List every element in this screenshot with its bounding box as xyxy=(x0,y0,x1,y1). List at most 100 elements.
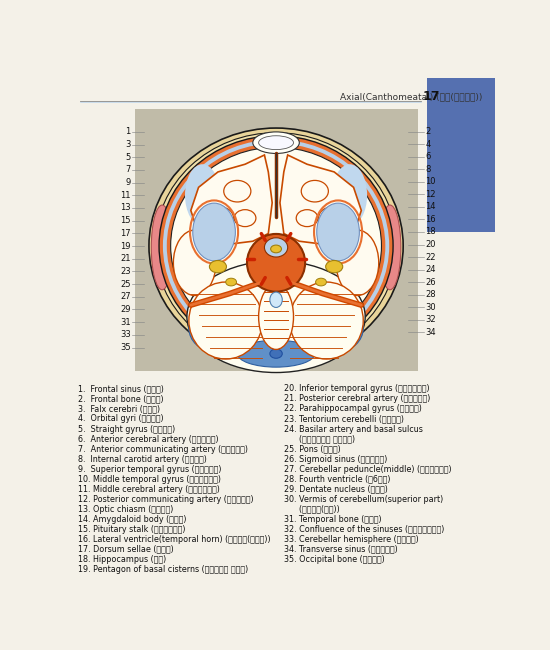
Ellipse shape xyxy=(270,292,282,307)
Text: 16: 16 xyxy=(425,215,436,224)
Text: 17: 17 xyxy=(120,229,131,238)
Text: 21: 21 xyxy=(120,254,131,263)
Text: 25: 25 xyxy=(120,280,131,289)
Ellipse shape xyxy=(336,230,379,296)
Text: 31: 31 xyxy=(120,318,131,327)
Text: 4: 4 xyxy=(425,140,431,149)
Text: 32: 32 xyxy=(425,315,436,324)
Polygon shape xyxy=(191,155,272,245)
Text: 18: 18 xyxy=(425,227,436,237)
Text: 13. Optic chiasm (시삭교차): 13. Optic chiasm (시삭교차) xyxy=(78,504,173,514)
Text: 29. Dentate nucleus (치아핵): 29. Dentate nucleus (치아핵) xyxy=(284,484,388,493)
Text: 27. Cerebellar peduncle(middle) (중간소뇌다리): 27. Cerebellar peduncle(middle) (중간소뇌다리) xyxy=(284,465,452,474)
Text: 6.  Anterior cerebral artery (앞대뇌동맥): 6. Anterior cerebral artery (앞대뇌동맥) xyxy=(78,434,219,443)
Ellipse shape xyxy=(318,207,342,229)
Ellipse shape xyxy=(151,205,173,290)
Text: 35. Occipital bone (뒤통수뉴): 35. Occipital bone (뒤통수뉴) xyxy=(284,554,385,564)
Text: 15: 15 xyxy=(120,216,131,225)
Ellipse shape xyxy=(210,207,233,229)
Ellipse shape xyxy=(247,234,305,292)
Text: 25. Pons (다리뇌): 25. Pons (다리뇌) xyxy=(284,445,341,454)
Ellipse shape xyxy=(173,230,216,296)
Text: 3: 3 xyxy=(125,140,131,149)
Text: 33: 33 xyxy=(120,330,131,339)
Text: 20: 20 xyxy=(425,240,436,249)
Ellipse shape xyxy=(224,181,251,202)
Text: 2: 2 xyxy=(425,127,431,136)
Text: 2.  Frontal bone (이마뉴): 2. Frontal bone (이마뉴) xyxy=(78,395,164,404)
Text: 24. Basilar artery and basal sulcus: 24. Basilar artery and basal sulcus xyxy=(284,424,423,434)
Text: 21. Posterior cerebral artery (뒤대뇌동맥): 21. Posterior cerebral artery (뒤대뇌동맥) xyxy=(284,395,431,404)
Ellipse shape xyxy=(313,305,363,352)
Text: 11. Middle cerebral artery (중간대뇌동맥): 11. Middle cerebral artery (중간대뇌동맥) xyxy=(78,484,220,493)
Ellipse shape xyxy=(317,203,359,261)
Ellipse shape xyxy=(253,132,299,153)
Ellipse shape xyxy=(210,261,227,273)
Text: 9: 9 xyxy=(125,178,131,187)
Text: 29: 29 xyxy=(120,305,131,314)
Text: 5: 5 xyxy=(125,153,131,162)
Ellipse shape xyxy=(163,140,389,352)
Text: 8.  Internal carotid artery (속목동맥): 8. Internal carotid artery (속목동맥) xyxy=(78,454,207,463)
Ellipse shape xyxy=(296,210,318,227)
Text: 31. Temporal bone (관자뉴): 31. Temporal bone (관자뉴) xyxy=(284,515,382,524)
Ellipse shape xyxy=(192,203,235,261)
Text: 28. Fourth ventricle (젔6뇌실): 28. Fourth ventricle (젔6뇌실) xyxy=(284,474,390,484)
Text: 7: 7 xyxy=(125,166,131,174)
Text: 22. Parahippocampal gyrus (해마이랑): 22. Parahippocampal gyrus (해마이랑) xyxy=(284,404,422,413)
Text: 19. Pentagon of basal cisterns (기저수조의 오각형): 19. Pentagon of basal cisterns (기저수조의 오각… xyxy=(78,565,248,574)
Ellipse shape xyxy=(159,136,393,356)
Ellipse shape xyxy=(270,349,282,358)
Ellipse shape xyxy=(258,136,294,150)
Ellipse shape xyxy=(332,164,367,226)
Text: 34. Transverse sinus (가로정맥굴): 34. Transverse sinus (가로정맥굴) xyxy=(284,545,398,554)
FancyBboxPatch shape xyxy=(427,78,495,232)
Text: 28: 28 xyxy=(425,290,436,299)
Text: 1: 1 xyxy=(125,127,131,136)
Ellipse shape xyxy=(290,282,363,359)
Text: 23: 23 xyxy=(120,267,131,276)
Ellipse shape xyxy=(326,261,343,273)
Text: 10: 10 xyxy=(425,177,436,187)
Text: 9.  Superior temporal gyrus (위관자이랑): 9. Superior temporal gyrus (위관자이랑) xyxy=(78,465,222,474)
Text: Axial(Canthomeatal) (축성(눈구석귀)): Axial(Canthomeatal) (축성(눈구석귀)) xyxy=(340,92,482,101)
Ellipse shape xyxy=(189,305,239,352)
Text: 17. Dorsum sellae (안장등): 17. Dorsum sellae (안장등) xyxy=(78,545,174,554)
Ellipse shape xyxy=(258,284,294,350)
Ellipse shape xyxy=(226,278,236,286)
Ellipse shape xyxy=(316,278,327,286)
Text: 7.  Anterior communicating artery (앞교통동맥): 7. Anterior communicating artery (앞교통동맥) xyxy=(78,445,248,454)
Text: 12: 12 xyxy=(425,190,436,199)
Text: 20. Inferior temporal gyrus (아래관자이랑): 20. Inferior temporal gyrus (아래관자이랑) xyxy=(284,384,430,393)
Text: 30. Vermis of cerebellum(superior part): 30. Vermis of cerebellum(superior part) xyxy=(284,495,443,504)
Text: 14: 14 xyxy=(425,203,436,211)
Ellipse shape xyxy=(187,261,365,372)
Text: 11: 11 xyxy=(120,191,131,200)
Text: 3.  Falx cerebri (대뇌낙): 3. Falx cerebri (대뇌낙) xyxy=(78,404,160,413)
Ellipse shape xyxy=(301,181,328,202)
Text: 16. Lateral ventricle(temporal horn) (가쪽뇌실(관자뀘)): 16. Lateral ventricle(temporal horn) (가쪽… xyxy=(78,534,271,543)
Text: 19: 19 xyxy=(120,242,131,250)
Text: 6: 6 xyxy=(425,153,431,161)
Text: 32. Confluence of the sinuses (정맥굴들의합류): 32. Confluence of the sinuses (정맥굴들의합류) xyxy=(284,525,444,534)
Ellipse shape xyxy=(237,340,315,367)
Text: 14. Amygdaloid body (편도체): 14. Amygdaloid body (편도체) xyxy=(78,515,186,524)
Ellipse shape xyxy=(265,238,288,257)
Text: 1.  Frontal sinus (이마굴): 1. Frontal sinus (이마굴) xyxy=(78,384,164,393)
Text: 24: 24 xyxy=(425,265,436,274)
Polygon shape xyxy=(280,155,361,245)
Text: 12. Posterior communicating artery (뒤교통동맥): 12. Posterior communicating artery (뒤교통동… xyxy=(78,495,254,504)
Text: 30: 30 xyxy=(425,303,436,311)
Text: 15. Pituitary stalk (뇌하수체줄기): 15. Pituitary stalk (뇌하수체줄기) xyxy=(78,525,185,534)
Ellipse shape xyxy=(185,164,220,226)
Text: (소뇌벌레(상부)): (소뇌벌레(상부)) xyxy=(284,504,340,514)
Ellipse shape xyxy=(149,128,403,363)
Ellipse shape xyxy=(189,282,262,359)
Text: 8: 8 xyxy=(425,165,431,174)
Text: 18. Hippocampus (해마): 18. Hippocampus (해마) xyxy=(78,554,166,564)
Text: 26: 26 xyxy=(425,278,436,287)
Text: 4.  Orbital gyri (눈확이랑): 4. Orbital gyri (눈확이랑) xyxy=(78,415,164,424)
Text: 35: 35 xyxy=(120,343,131,352)
Text: 27: 27 xyxy=(120,292,131,301)
Text: 13: 13 xyxy=(120,203,131,213)
